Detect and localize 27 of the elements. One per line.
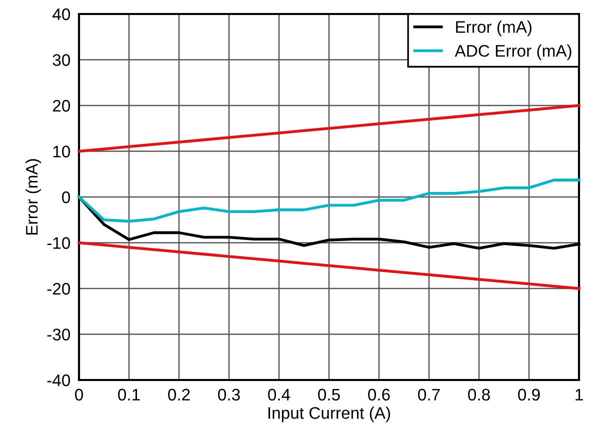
y-tick-label: -40 xyxy=(47,374,70,386)
x-tick-label: 0.8 xyxy=(468,388,490,401)
y-tick-label: -10 xyxy=(47,237,70,249)
line-series xyxy=(78,241,580,290)
x-tick-label: 0.6 xyxy=(368,388,390,401)
line-series xyxy=(78,104,580,153)
x-tick-label: 0.7 xyxy=(418,388,440,401)
x-tick-label: 0.3 xyxy=(218,388,240,401)
y-tick-label: 10 xyxy=(53,146,70,158)
x-tick-label: 0.1 xyxy=(118,388,140,401)
y-axis-title: Error (mA) xyxy=(25,159,42,235)
x-tick-label: 0.2 xyxy=(168,388,190,401)
x-tick-label: 0 xyxy=(75,388,83,401)
y-tick-label: -30 xyxy=(47,328,70,340)
legend-label: Error (mA) xyxy=(456,20,532,36)
x-tick-label: 1 xyxy=(576,388,583,400)
x-tick-label: 0.4 xyxy=(268,388,290,401)
y-tick-label: 0 xyxy=(62,191,70,204)
line-series xyxy=(78,178,580,223)
y-tick-label: 20 xyxy=(52,100,70,112)
x-tick-label: 0.9 xyxy=(518,388,540,401)
y-tick-label: 40 xyxy=(52,8,70,20)
legend-label: ADC Error (mA) xyxy=(454,44,572,60)
y-tick-label: 30 xyxy=(52,54,70,66)
y-tick-label: -20 xyxy=(47,282,70,295)
x-tick-label: 0.5 xyxy=(318,388,340,401)
x-axis-title: Input Current (A) xyxy=(268,406,390,422)
